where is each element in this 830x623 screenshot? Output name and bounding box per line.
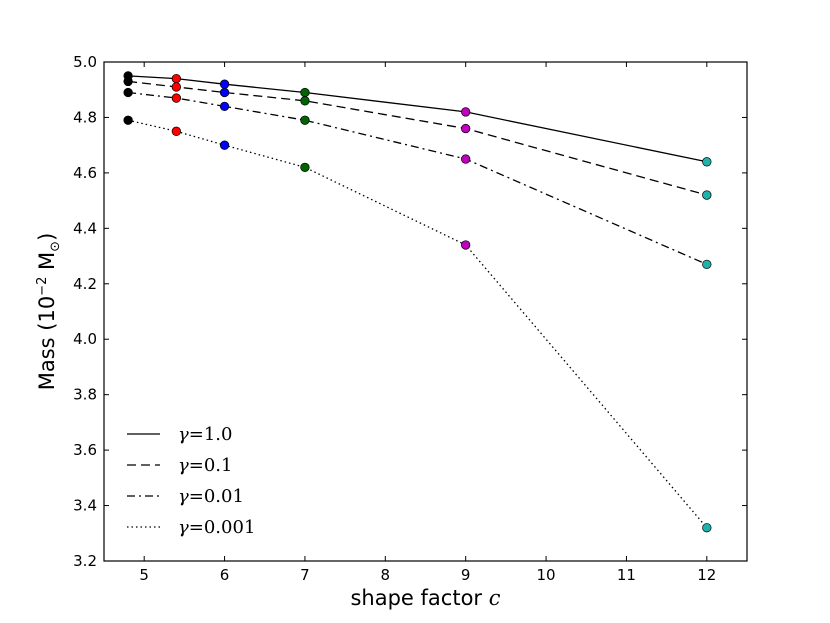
data-point-s0-p2 — [219, 79, 230, 89]
series-line-1 — [128, 80, 707, 196]
legend-label-3: γ=0.001 — [178, 517, 255, 538]
data-point-s1-p0 — [123, 76, 133, 87]
data-point-s0-p1 — [171, 73, 181, 84]
x-tick-label-2: 7 — [300, 566, 310, 584]
data-point-s1-p2 — [219, 87, 230, 98]
series-line-0 — [128, 75, 707, 163]
legend: γ=1.0 γ=0.1 γ=0.01 γ=0.001 — [127, 424, 255, 538]
data-point-s1-p4 — [461, 123, 471, 134]
y-tick-label-5: 4.2 — [73, 275, 97, 293]
x-axis-label: shape factor c — [350, 586, 500, 610]
data-point-s1-p1 — [171, 82, 181, 92]
y-axis-label: Mass (10−2 M⊙) — [35, 233, 63, 391]
y-tick-label-8: 4.8 — [73, 108, 97, 126]
data-point-s2-p1 — [171, 93, 181, 103]
data-point-s2-p4 — [461, 154, 471, 164]
data-point-s3-p3 — [300, 162, 310, 172]
data-point-s2-p5 — [702, 259, 712, 270]
y-tick-label-3: 3.8 — [73, 386, 97, 404]
x-tick-label-0: 5 — [139, 566, 149, 584]
data-point-s0-p4 — [461, 107, 471, 117]
data-point-s1-p3 — [300, 96, 310, 106]
series-layer — [127, 75, 708, 529]
y-tick-label-9: 5.0 — [73, 53, 97, 71]
y-tick-label-6: 4.4 — [73, 219, 97, 237]
data-point-s1-p5 — [702, 190, 712, 200]
data-point-s3-p1 — [171, 126, 181, 136]
data-point-s0-p3 — [300, 87, 310, 98]
data-point-s2-p3 — [300, 115, 310, 125]
ticks-layer: 5 6 7 8 9 10 11 12 3.2 3.4 3.6 3.8 4.0 4.2 4.4 4.6 4.8 5.… — [73, 53, 747, 584]
x-tick-label-4: 9 — [461, 566, 471, 584]
x-tick-label-1: 6 — [220, 566, 230, 584]
data-point-s2-p2 — [219, 101, 230, 112]
x-tick-label-7: 12 — [697, 566, 716, 584]
data-point-s0-p5 — [702, 157, 712, 167]
x-tick-label-6: 11 — [617, 566, 636, 584]
plot-frame — [103, 61, 748, 562]
series-line-3 — [127, 119, 708, 529]
y-tick-label-4: 4.0 — [73, 330, 97, 348]
data-point-s3-p4 — [461, 240, 471, 250]
y-tick-label-2: 3.6 — [73, 441, 97, 459]
data-point-s2-p0 — [123, 87, 133, 98]
y-tick-label-0: 3.2 — [73, 552, 97, 570]
points-layer — [123, 71, 712, 533]
x-tick-label-5: 10 — [537, 566, 556, 584]
series-line-2 — [128, 91, 708, 265]
legend-label-1: γ=0.1 — [178, 455, 233, 476]
legend-label-0: γ=1.0 — [178, 424, 233, 445]
y-tick-label-1: 3.4 — [73, 497, 97, 515]
legend-label-2: γ=0.01 — [178, 486, 244, 507]
data-point-s3-p0 — [123, 115, 133, 125]
data-point-s3-p2 — [219, 140, 230, 150]
data-point-s3-p5 — [702, 523, 712, 533]
y-tick-label-7: 4.6 — [73, 164, 97, 182]
x-tick-label-3: 8 — [381, 566, 391, 584]
